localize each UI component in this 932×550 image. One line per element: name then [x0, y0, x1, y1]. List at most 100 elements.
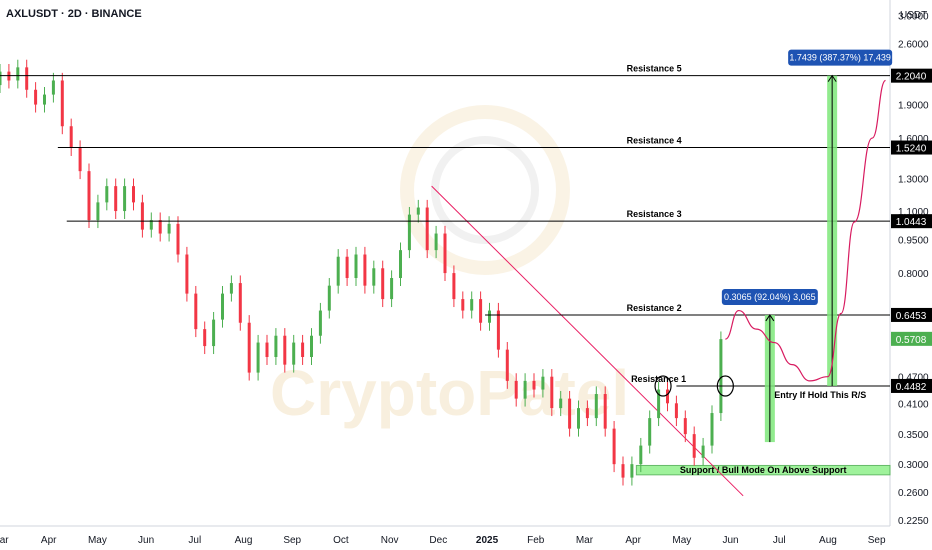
candle-body-54	[479, 299, 483, 323]
candle-body-8	[69, 126, 73, 149]
x-tick-0: Mar	[0, 535, 9, 546]
descending-trendline	[431, 185, 744, 497]
candle-body-28	[247, 322, 251, 373]
candle-body-67	[594, 394, 598, 419]
level-tag-bg-0	[891, 68, 932, 83]
candle-body-46	[407, 214, 411, 251]
y-tick-10: 0.3500	[898, 430, 929, 441]
candle-body-35	[310, 335, 313, 358]
candle-body-75	[666, 389, 669, 404]
chart-title: AXLUSDT · 2D · BINANCE	[6, 8, 142, 20]
candle-body-66	[585, 408, 589, 419]
current-price-tag: 0.5708	[891, 331, 932, 346]
y-tick-11: 0.3000	[898, 460, 929, 471]
y-tick-3: 1.6000	[898, 134, 929, 145]
candle-body-25	[221, 293, 224, 320]
target-callout-bg-1	[788, 49, 893, 66]
level-label-3: Resistance 2	[627, 303, 682, 313]
candle-body-23	[203, 329, 207, 347]
x-tick-11: Feb	[527, 535, 545, 546]
candle-body-15	[132, 186, 135, 203]
candle-body-44	[390, 278, 394, 300]
target-callout-1: 1.7439 (387.37%) 17,439	[789, 53, 891, 63]
x-tick-4: Jul	[188, 535, 201, 546]
level-tag-bg-2	[891, 214, 932, 229]
candle-body-22	[194, 293, 198, 330]
candle-body-36	[318, 310, 322, 336]
y-tick-7: 0.8000	[898, 269, 929, 280]
candle-body-65	[577, 408, 580, 429]
y-tick-1: 2.6000	[898, 39, 929, 50]
candle-body-52	[461, 299, 465, 311]
x-tick-14: May	[672, 535, 691, 546]
candle-body-6	[51, 80, 55, 95]
target-callout-0: 0.3065 (92.04%) 3,065	[724, 292, 816, 302]
candle-body-7	[60, 80, 64, 127]
level-tag-4: 0.4482	[896, 382, 927, 393]
candle-body-77	[683, 418, 687, 435]
candle-body-62	[550, 376, 554, 409]
level-tag-bg-4	[891, 378, 932, 393]
candle-body-24	[212, 319, 216, 347]
candle-body-10	[87, 171, 91, 221]
candle-body-9	[78, 148, 82, 172]
candle-body-53	[470, 299, 474, 311]
level-tag-2: 1.0443	[896, 217, 927, 228]
candle-body-57	[505, 349, 509, 381]
y-tick-6: 0.9500	[898, 236, 929, 247]
candle-body-43	[381, 268, 385, 300]
x-tick-12: Mar	[576, 535, 594, 546]
candle-body-13	[114, 186, 118, 212]
x-tick-7: Oct	[333, 535, 349, 546]
level-label-0: Resistance 5	[627, 64, 682, 74]
x-tick-5: Aug	[235, 535, 253, 546]
support-zone-label: Support / Bull Mode On Above Support	[680, 465, 847, 475]
y-tick-9: 0.4100	[898, 399, 929, 410]
y-tick-5: 1.1000	[898, 207, 929, 218]
candle-body-0	[0, 71, 2, 86]
resistance-levels: Resistance 5 2.2040 Resistance 4 1.5240 Resi…	[0, 64, 932, 393]
y-tick-8: 0.4700	[898, 373, 929, 384]
candle-body-58	[514, 380, 518, 399]
y-tick-labels: 3.0000 2.6000 1.9000 1.6000 1.3000 1.1000 0.95…	[898, 12, 929, 528]
level-label-2: Resistance 3	[627, 209, 682, 219]
candle-body-59	[523, 380, 527, 399]
candle-body-71	[630, 464, 634, 478]
level-tag-0: 2.2040	[896, 72, 927, 83]
candle-body-30	[265, 342, 269, 358]
x-tick-13: Apr	[625, 535, 641, 546]
x-tick-8: Nov	[381, 535, 399, 546]
candles	[0, 59, 723, 486]
x-tick-10: 2025	[476, 535, 499, 546]
candle-body-20	[176, 223, 180, 255]
candle-body-78	[692, 434, 696, 458]
current-price-bg	[891, 331, 932, 346]
x-tick-18: Sep	[868, 535, 886, 546]
candle-body-76	[674, 403, 678, 419]
projection-path	[725, 79, 887, 382]
candle-body-72	[639, 445, 643, 465]
watermark-logo	[400, 105, 570, 275]
candle-body-56	[496, 310, 500, 350]
y-tick-4: 1.3000	[898, 175, 929, 186]
x-tick-17: Aug	[819, 535, 837, 546]
y-tick-0: 3.0000	[898, 12, 929, 23]
x-tick-1: Apr	[41, 535, 57, 546]
support-zone-box	[635, 464, 891, 476]
level-label-1: Resistance 4	[627, 136, 682, 146]
candle-body-81	[719, 339, 723, 414]
candle-body-32	[283, 335, 287, 365]
level-tag-3: 0.6453	[896, 311, 927, 322]
candle-body-69	[612, 428, 616, 465]
candle-body-4	[34, 89, 38, 105]
candle-body-34	[301, 342, 305, 358]
candle-body-26	[229, 283, 233, 294]
candle-body-33	[292, 342, 296, 365]
candle-body-21	[185, 254, 189, 294]
y-tick-13: 0.2250	[898, 516, 929, 527]
candle-body-40	[354, 254, 358, 279]
candle-body-39	[345, 256, 349, 279]
level-tag-bg-1	[891, 140, 932, 155]
x-tick-3: Jun	[138, 535, 154, 546]
